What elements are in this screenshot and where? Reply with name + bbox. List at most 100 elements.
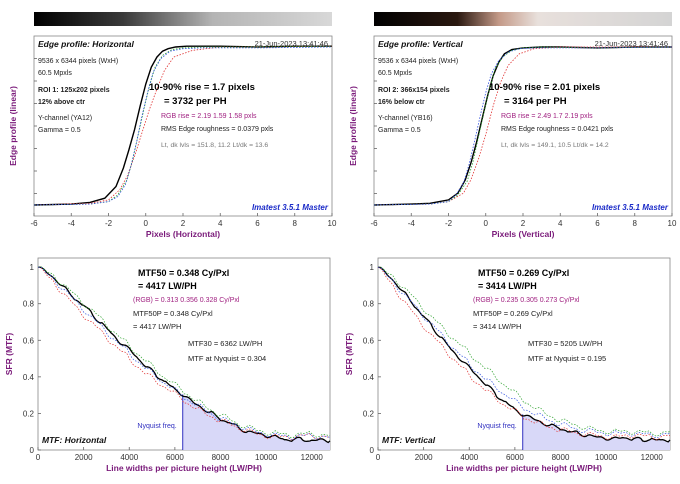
x-tick-label: 10000 bbox=[255, 453, 278, 462]
x-axis-label: Line widths per picture height (LW/PH) bbox=[446, 463, 602, 473]
x-tick-label: 6000 bbox=[166, 453, 184, 462]
mtf50-lwph: = 3414 LW/PH bbox=[478, 281, 537, 291]
x-tick-label: 4000 bbox=[460, 453, 478, 462]
edge-roughness: RMS Edge roughness = 0.0421 pxls bbox=[501, 126, 614, 133]
y-tick-label: 1 bbox=[30, 263, 35, 272]
y-tick-label: 0.8 bbox=[363, 300, 375, 309]
rise-10-90: 10-90% rise = 1.7 pixels bbox=[149, 82, 255, 93]
x-tick-label: -2 bbox=[445, 219, 453, 228]
edge-info-line: 16% below ctr bbox=[378, 99, 425, 106]
mtf-rgb-line bbox=[37, 266, 331, 441]
edge-info-line: 9536 x 6344 pixels (WxH) bbox=[378, 58, 458, 65]
mtf50p-lwph: = 4417 LW/PH bbox=[133, 322, 181, 331]
x-axis-label: Line widths per picture height (LW/PH) bbox=[106, 463, 262, 473]
light-dark-levels: Lt, dk lvls = 149.1, 10.5 Lt/dk = 14.2 bbox=[501, 142, 609, 149]
mtf50-value: MTF50 = 0.269 Cy/Pxl bbox=[478, 268, 569, 278]
mtf-rgb-line bbox=[377, 266, 671, 437]
rgb-rise: RGB rise = 2.49 1.7 2.19 pxls bbox=[501, 113, 593, 120]
nyquist-shaded-region bbox=[182, 396, 330, 450]
mtf50-value: MTF50 = 0.348 Cy/Pxl bbox=[138, 268, 229, 278]
y-axis-label: SFR (MTF) bbox=[344, 333, 354, 376]
mtf50-lwph: = 4417 LW/PH bbox=[138, 281, 197, 291]
x-tick-label: 2 bbox=[181, 219, 186, 228]
mtf50-rgb: (RGB) = 0.313 0.356 0.328 Cy/Pxl bbox=[133, 297, 240, 304]
y-axis-label: Edge profile (linear) bbox=[348, 86, 358, 166]
x-tick-label: 8000 bbox=[552, 453, 570, 462]
mtf30-value: MTF30 = 6362 LW/PH bbox=[188, 339, 262, 348]
mtf50p-value: MTF50P = 0.348 Cy/Pxl bbox=[133, 309, 213, 318]
edge-info-line: 60.5 Mpxls bbox=[378, 70, 412, 77]
x-tick-label: 0 bbox=[376, 453, 381, 462]
mtf-rgb-line bbox=[377, 266, 671, 439]
mtf-rgb-line bbox=[37, 266, 331, 439]
mtf-panel-label: MTF: Vertical bbox=[382, 435, 436, 445]
x-tick-label: 4 bbox=[558, 219, 563, 228]
edge-image-strip-vertical bbox=[374, 12, 672, 26]
x-tick-label: -2 bbox=[105, 219, 113, 228]
x-tick-label: 10 bbox=[668, 219, 677, 228]
mtf-panel-label: MTF: Horizontal bbox=[42, 435, 107, 445]
y-tick-label: 0.6 bbox=[363, 336, 375, 345]
x-tick-label: 0 bbox=[144, 219, 149, 228]
nyquist-shaded-region bbox=[522, 415, 670, 450]
x-tick-label: 0 bbox=[36, 453, 41, 462]
imatest-watermark: Imatest 3.5.1 Master bbox=[252, 203, 329, 212]
x-tick-label: 12000 bbox=[301, 453, 324, 462]
y-axis-label: Edge profile (linear) bbox=[8, 86, 18, 166]
x-tick-label: 2000 bbox=[415, 453, 433, 462]
mtf50p-lwph: = 3414 LW/PH bbox=[473, 322, 521, 331]
y-axis-label: SFR (MTF) bbox=[4, 333, 14, 376]
edge-roughness: RMS Edge roughness = 0.0379 pxls bbox=[161, 126, 274, 133]
edge-title: Edge profile: Horizontal bbox=[38, 39, 135, 49]
rgb-rise: RGB rise = 2.19 1.59 1.58 pxls bbox=[161, 113, 257, 120]
light-dark-levels: Lt, dk lvls = 151.8, 11.2 Lt/dk = 13.6 bbox=[161, 142, 268, 149]
y-tick-label: 0.2 bbox=[363, 409, 375, 418]
edge-title: Edge profile: Vertical bbox=[378, 39, 463, 49]
x-tick-label: 4 bbox=[218, 219, 223, 228]
edge-profile-horizontal-chart: -6 -4 -2 0 2 4 6 8 10 Edge profile: Horizontal 21-… bbox=[8, 35, 337, 239]
x-tick-label: 6000 bbox=[506, 453, 524, 462]
x-tick-label: 12000 bbox=[641, 453, 664, 462]
x-tick-label: -6 bbox=[30, 219, 38, 228]
y-tick-label: 0.6 bbox=[23, 336, 35, 345]
imatest-watermark: Imatest 3.5.1 Master bbox=[592, 203, 669, 212]
rise-per-ph: = 3164 per PH bbox=[504, 96, 567, 107]
x-tick-label: 2000 bbox=[75, 453, 93, 462]
x-axis-label: Pixels (Vertical) bbox=[492, 229, 555, 239]
edge-profile-rgb-line bbox=[373, 46, 673, 206]
x-axis-label: Pixels (Horizontal) bbox=[146, 229, 220, 239]
x-tick-label: 6 bbox=[595, 219, 600, 228]
y-tick-label: 0 bbox=[370, 446, 375, 455]
y-tick-label: 0 bbox=[30, 446, 35, 455]
y-tick-label: 1 bbox=[370, 263, 375, 272]
mtf-rgb-line bbox=[37, 266, 331, 440]
x-tick-label: 8 bbox=[293, 219, 298, 228]
x-tick-label: 8 bbox=[633, 219, 638, 228]
edge-profile-vertical-chart: -6 -4 -2 0 2 4 6 8 10 Edge profile: Vertical 21-Ju… bbox=[348, 35, 677, 239]
x-tick-label: 0 bbox=[484, 219, 489, 228]
mtf50-rgb: (RGB) = 0.235 0.305 0.273 Cy/Pxl bbox=[473, 297, 580, 304]
mtf-horizontal-chart: 0 0.2 0.4 0.6 0.8 1 0 2000 4000 6000 8000 10000 1200… bbox=[4, 257, 331, 473]
plot-area bbox=[33, 35, 333, 217]
x-tick-label: -6 bbox=[370, 219, 378, 228]
edge-info-line: 9536 x 6344 pixels (WxH) bbox=[38, 58, 118, 65]
x-tick-label: 10000 bbox=[595, 453, 618, 462]
edge-timestamp: 21-Jun-2023 13:41:46 bbox=[595, 39, 668, 48]
edge-info-line: Gamma = 0.5 bbox=[378, 127, 421, 134]
mtf-y-line bbox=[377, 266, 671, 443]
rise-per-ph: = 3732 per PH bbox=[164, 96, 227, 107]
edge-timestamp: 21-Jun-2023 13:41:46 bbox=[255, 39, 328, 48]
mtf50p-value: MTF50P = 0.269 Cy/Pxl bbox=[473, 309, 553, 318]
edge-info-line: Y-channel (YA12) bbox=[38, 115, 92, 122]
edge-info-line: 12% above ctr bbox=[38, 99, 85, 106]
y-tick-label: 0.8 bbox=[23, 300, 35, 309]
mtf-vertical-chart: 0 0.2 0.4 0.6 0.8 1 0 2000 4000 6000 8000 10000 1200… bbox=[344, 257, 671, 473]
mtf30-value: MTF30 = 5205 LW/PH bbox=[528, 339, 602, 348]
edge-info-line: Gamma = 0.5 bbox=[38, 127, 81, 134]
mtf-at-nyquist: MTF at Nyquist = 0.195 bbox=[528, 354, 606, 363]
x-tick-label: -4 bbox=[68, 219, 76, 228]
x-tick-label: 4000 bbox=[120, 453, 138, 462]
y-tick-label: 0.2 bbox=[23, 409, 35, 418]
mtf-rgb-line bbox=[377, 266, 671, 441]
